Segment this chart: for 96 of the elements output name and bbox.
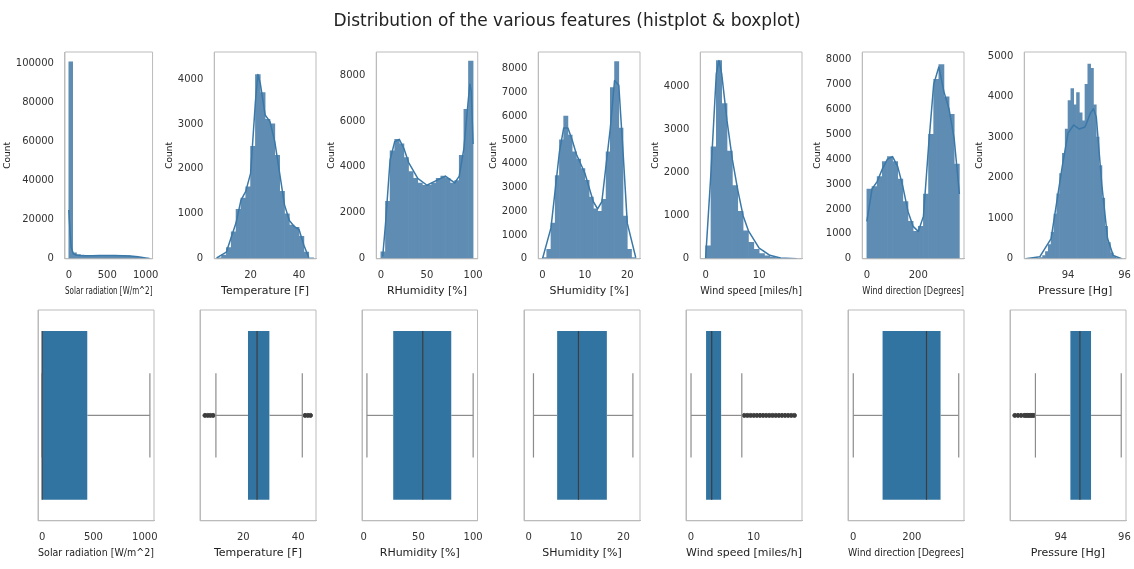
- y-tick-label: 20000: [22, 213, 54, 225]
- y-tick-label: 3000: [177, 117, 204, 129]
- y-tick-label: 6000: [501, 109, 528, 121]
- x-tick-label: 200: [908, 269, 928, 281]
- x-tick-label: 10: [747, 531, 761, 543]
- y-axis-title: Count: [487, 141, 498, 169]
- x-axis-title: SHumidity [%]: [542, 546, 622, 560]
- y-tick-label: 4000: [177, 72, 204, 84]
- x-tick-label: 94: [1061, 269, 1075, 281]
- y-tick-label: 2000: [501, 204, 528, 216]
- x-tick-label: 96: [1118, 269, 1131, 281]
- y-tick-label: 1000: [663, 209, 690, 221]
- y-tick-label: 5000: [825, 127, 852, 139]
- x-tick-label: 0: [702, 269, 709, 281]
- x-tick-label: 96: [1118, 531, 1131, 543]
- y-tick-label: 8000: [501, 62, 528, 74]
- x-tick-label: 40: [291, 531, 305, 543]
- y-tick-label: 4000: [825, 152, 852, 164]
- x-axis-title: Wind speed [miles/h]: [700, 283, 802, 297]
- y-tick-label: 5000: [501, 133, 528, 145]
- y-tick-label: 0: [47, 252, 54, 264]
- x-axis-title: RHumidity [%]: [386, 284, 468, 298]
- y-tick-label: 2000: [663, 166, 690, 178]
- y-tick-label: 0: [520, 252, 528, 264]
- y-tick-label: 8000: [825, 53, 852, 65]
- x-axis-title: Pressure [Hg]: [1037, 284, 1113, 298]
- x-tick-label: 20: [617, 531, 630, 543]
- x-tick-label: 100: [463, 269, 483, 281]
- x-tick-label: 0: [863, 269, 871, 281]
- y-axis-title: Count: [163, 141, 174, 169]
- x-tick-label: 10: [569, 531, 583, 543]
- y-tick-label: 2000: [825, 202, 852, 214]
- x-tick-label: 0: [539, 269, 546, 281]
- y-axis-title: Count: [973, 141, 984, 169]
- y-tick-label: 1000: [177, 207, 204, 219]
- x-tick-label: 500: [83, 531, 103, 543]
- x-tick-label: 10: [752, 269, 766, 281]
- y-tick-label: 5000: [987, 49, 1014, 61]
- y-tick-label: 6000: [339, 114, 366, 126]
- y-tick-label: 1000: [825, 227, 852, 239]
- x-axis-title: Wind direction [Degrees]: [862, 284, 964, 297]
- x-tick-label: 20: [236, 531, 250, 543]
- x-tick-label: 20: [244, 269, 257, 281]
- y-tick-label: 3000: [987, 130, 1014, 142]
- y-axis-title: Count: [325, 141, 336, 169]
- x-axis-title: Pressure [Hg]: [1030, 546, 1106, 560]
- y-tick-label: 7000: [825, 77, 852, 89]
- y-tick-label: 0: [358, 252, 366, 264]
- y-tick-label: 6000: [825, 102, 852, 114]
- y-tick-label: 4000: [987, 90, 1014, 102]
- x-tick-label: 0: [65, 269, 72, 281]
- y-tick-label: 4000: [501, 157, 528, 169]
- x-axis-title: Wind speed [miles/h]: [686, 546, 802, 560]
- chart-title: Distribution of the various features (histplot & boxplot): [332, 9, 802, 32]
- x-axis-title: SHumidity [%]: [549, 284, 629, 298]
- x-tick-label: 94: [1054, 531, 1068, 543]
- x-tick-label: 20: [620, 269, 634, 281]
- x-axis-title: Solar radiation [W/m^2]: [38, 545, 154, 559]
- y-tick-label: 2000: [339, 206, 366, 218]
- x-axis-title: Solar radiation [W/m^2]: [65, 283, 153, 297]
- y-axis-title: Count: [1, 141, 12, 169]
- y-tick-label: 0: [844, 252, 852, 264]
- y-tick-label: 8000: [339, 68, 366, 80]
- x-tick-label: 40: [292, 269, 306, 281]
- y-tick-label: 3000: [663, 123, 690, 135]
- y-tick-label: 4000: [663, 80, 690, 92]
- y-tick-label: 2000: [987, 171, 1014, 183]
- y-tick-label: 0: [682, 252, 690, 264]
- y-tick-label: 7000: [501, 86, 528, 97]
- x-tick-label: 100: [463, 531, 483, 543]
- x-axis-title: Temperature [F]: [212, 546, 303, 560]
- x-tick-label: 500: [97, 269, 117, 281]
- x-tick-label: 10: [578, 269, 592, 281]
- y-tick-label: 3000: [501, 181, 528, 193]
- y-tick-label: 1000: [501, 228, 528, 240]
- x-tick-label: 50: [412, 531, 425, 543]
- x-axis-title: RHumidity [%]: [379, 546, 460, 560]
- y-tick-label: 2000: [177, 162, 204, 174]
- x-tick-label: 1000: [132, 269, 159, 281]
- x-tick-label: 200: [902, 531, 922, 543]
- y-tick-label: 40000: [22, 174, 54, 186]
- y-tick-label: 3000: [825, 177, 852, 189]
- y-tick-label: 80000: [22, 96, 54, 108]
- y-tick-label: 1000: [987, 211, 1014, 223]
- y-axis-title: Count: [649, 141, 660, 169]
- x-tick-label: 50: [420, 269, 434, 281]
- y-tick-label: 0: [196, 252, 204, 264]
- x-tick-label: 0: [377, 269, 385, 281]
- y-tick-label: 4000: [339, 160, 366, 172]
- x-axis-title: Temperature [F]: [220, 284, 310, 298]
- x-tick-label: 1000: [132, 531, 158, 543]
- y-axis-title: Count: [811, 141, 822, 169]
- y-tick-label: 60000: [22, 135, 54, 147]
- y-tick-label: 100000: [15, 57, 54, 69]
- x-axis-title: Wind direction [Degrees]: [848, 546, 964, 559]
- y-tick-label: 0: [1006, 252, 1014, 264]
